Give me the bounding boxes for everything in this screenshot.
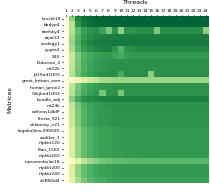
Y-axis label: Matrices: Matrices [8,86,13,113]
X-axis label: Threads: Threads [123,0,149,5]
